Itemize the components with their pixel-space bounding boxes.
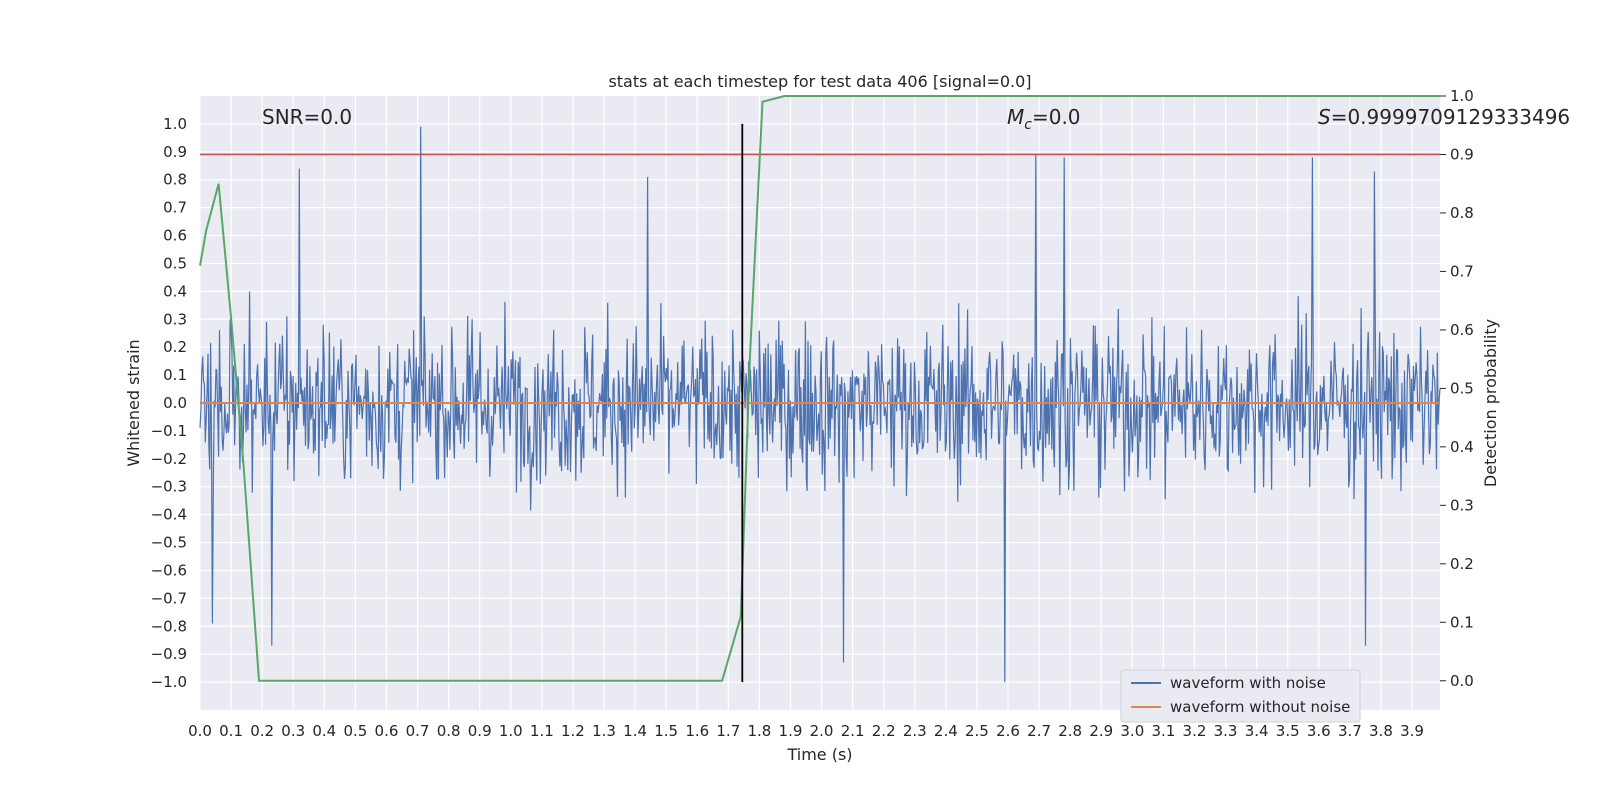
y-tick-label: −0.8 bbox=[151, 617, 187, 635]
y-tick-right-label: 0.2 bbox=[1450, 555, 1474, 573]
x-tick-label: 2.8 bbox=[1058, 722, 1082, 740]
x-tick-label: 1.5 bbox=[654, 722, 678, 740]
x-tick-label: 1.8 bbox=[747, 722, 771, 740]
y-tick-label: −0.1 bbox=[151, 422, 187, 440]
x-tick-label: 0.4 bbox=[312, 722, 336, 740]
y-tick-label: −0.6 bbox=[151, 561, 187, 579]
y-tick-label: 0.8 bbox=[163, 171, 187, 189]
y-ticks-right: 0.0 0.1 0.2 0.3 0.4 0.5 0.6 0.7 0.8 0.9 1.0 bbox=[1440, 87, 1474, 690]
x-tick-label: 2.2 bbox=[872, 722, 896, 740]
y-tick-right-label: 0.9 bbox=[1450, 145, 1474, 163]
x-tick-label: 1.9 bbox=[779, 722, 803, 740]
x-tick-label: 3.9 bbox=[1400, 722, 1424, 740]
x-tick-label: 3.4 bbox=[1245, 722, 1269, 740]
legend-label-clean: waveform without noise bbox=[1170, 698, 1350, 716]
snr-annotation: SNR=0.0 bbox=[262, 105, 352, 129]
y-tick-label: 0.3 bbox=[163, 310, 187, 328]
x-axis-label: Time (s) bbox=[786, 745, 852, 764]
y-tick-right-label: 0.4 bbox=[1450, 438, 1474, 456]
y-tick-label: −0.4 bbox=[151, 506, 187, 524]
series-waveform-with-noise bbox=[199, 126, 1441, 683]
x-tick-label: 0.7 bbox=[406, 722, 430, 740]
x-tick-label: 0.5 bbox=[343, 722, 367, 740]
series-waveform-with-noise-line bbox=[199, 126, 1441, 683]
x-tick-label: 0.1 bbox=[219, 722, 243, 740]
mc-symbol: M bbox=[1007, 105, 1024, 129]
y-tick-label: −0.7 bbox=[151, 589, 187, 607]
series-detection-probability bbox=[199, 95, 1440, 682]
x-tick-label: 3.6 bbox=[1307, 722, 1331, 740]
y-tick-label: 0.2 bbox=[163, 338, 187, 356]
y-tick-right-label: 0.6 bbox=[1450, 321, 1474, 339]
y-tick-right-label: 1.0 bbox=[1450, 87, 1474, 105]
s-symbol: S bbox=[1318, 105, 1331, 129]
x-tick-label: 3.5 bbox=[1276, 722, 1300, 740]
x-tick-label: 3.3 bbox=[1214, 722, 1238, 740]
mc-value: =0.0 bbox=[1032, 105, 1081, 129]
y-tick-right-label: 0.5 bbox=[1450, 379, 1474, 397]
x-tick-label: 3.2 bbox=[1183, 722, 1207, 740]
x-tick-label: 1.7 bbox=[716, 722, 740, 740]
legend-box bbox=[1120, 669, 1361, 723]
y-tick-label: −1.0 bbox=[151, 673, 187, 691]
y-tick-label: 0.0 bbox=[163, 394, 187, 412]
y-tick-label: −0.5 bbox=[151, 534, 187, 552]
s-annotation: S=0.9999709129333496 bbox=[1318, 105, 1570, 129]
x-tick-label: 2.3 bbox=[903, 722, 927, 740]
y-tick-right-label: 0.0 bbox=[1450, 672, 1474, 690]
mc-annotation: Mc=0.0 bbox=[1007, 105, 1081, 133]
x-tick-label: 1.3 bbox=[592, 722, 616, 740]
x-tick-label: 1.0 bbox=[499, 722, 523, 740]
legend: waveform with noise waveform without noi… bbox=[1120, 669, 1361, 723]
lines bbox=[199, 95, 1440, 683]
y-tick-label: −0.2 bbox=[151, 450, 187, 468]
x-tick-label: 1.4 bbox=[623, 722, 647, 740]
y-tick-right-label: 0.7 bbox=[1450, 262, 1474, 280]
x-tick-label: 2.7 bbox=[1027, 722, 1051, 740]
y-tick-label: 0.5 bbox=[163, 254, 187, 272]
x-tick-label: 3.1 bbox=[1151, 722, 1175, 740]
chart-title: stats at each timestep for test data 406… bbox=[608, 72, 1031, 91]
x-tick-label: 0.2 bbox=[250, 722, 274, 740]
x-tick-label: 2.0 bbox=[810, 722, 834, 740]
y-axis-label-right: Detection probability bbox=[1481, 319, 1500, 487]
y-tick-right-label: 0.3 bbox=[1450, 496, 1474, 514]
s-value: =0.9999709129333496 bbox=[1331, 105, 1570, 129]
y-tick-label: −0.3 bbox=[151, 478, 187, 496]
x-ticks: 0.0 0.1 0.2 0.3 0.4 0.5 0.6 0.7 0.8 0.9 1.0 1.1 1.2 1… bbox=[188, 722, 1424, 740]
x-tick-label: 3.0 bbox=[1120, 722, 1144, 740]
y-axis-label: Whitened strain bbox=[124, 339, 143, 466]
x-tick-label: 2.5 bbox=[965, 722, 989, 740]
x-tick-label: 1.2 bbox=[561, 722, 585, 740]
x-tick-label: 0.9 bbox=[468, 722, 492, 740]
y-tick-right-label: 0.1 bbox=[1450, 613, 1474, 631]
x-tick-label: 1.6 bbox=[685, 722, 709, 740]
x-tick-label: 1.1 bbox=[530, 722, 554, 740]
x-tick-label: 2.1 bbox=[841, 722, 865, 740]
x-tick-label: 0.6 bbox=[375, 722, 399, 740]
y-tick-label: 0.1 bbox=[163, 366, 187, 384]
x-tick-label: 2.9 bbox=[1089, 722, 1113, 740]
x-tick-label: 0.8 bbox=[437, 722, 461, 740]
x-tick-label: 2.4 bbox=[934, 722, 958, 740]
y-tick-label: 0.6 bbox=[163, 227, 187, 245]
x-tick-label: 3.8 bbox=[1369, 722, 1393, 740]
y-tick-label: 0.4 bbox=[163, 282, 187, 300]
x-tick-label: 3.7 bbox=[1338, 722, 1362, 740]
x-tick-label: 0.0 bbox=[188, 722, 212, 740]
mc-subscript: c bbox=[1024, 117, 1032, 133]
y-tick-label: 0.9 bbox=[163, 143, 187, 161]
y-tick-right-label: 0.8 bbox=[1450, 204, 1474, 222]
y-tick-label: 0.7 bbox=[163, 199, 187, 217]
legend-label-noise: waveform with noise bbox=[1170, 674, 1326, 692]
x-tick-label: 0.3 bbox=[281, 722, 305, 740]
y-tick-label: −0.9 bbox=[151, 645, 187, 663]
y-ticks: −1.0 −0.9 −0.8 −0.7 −0.6 −0.5 −0.4 −0.3 −0.2 −0.1… bbox=[151, 115, 187, 691]
x-tick-label: 2.6 bbox=[996, 722, 1020, 740]
y-tick-label: 1.0 bbox=[163, 115, 187, 133]
